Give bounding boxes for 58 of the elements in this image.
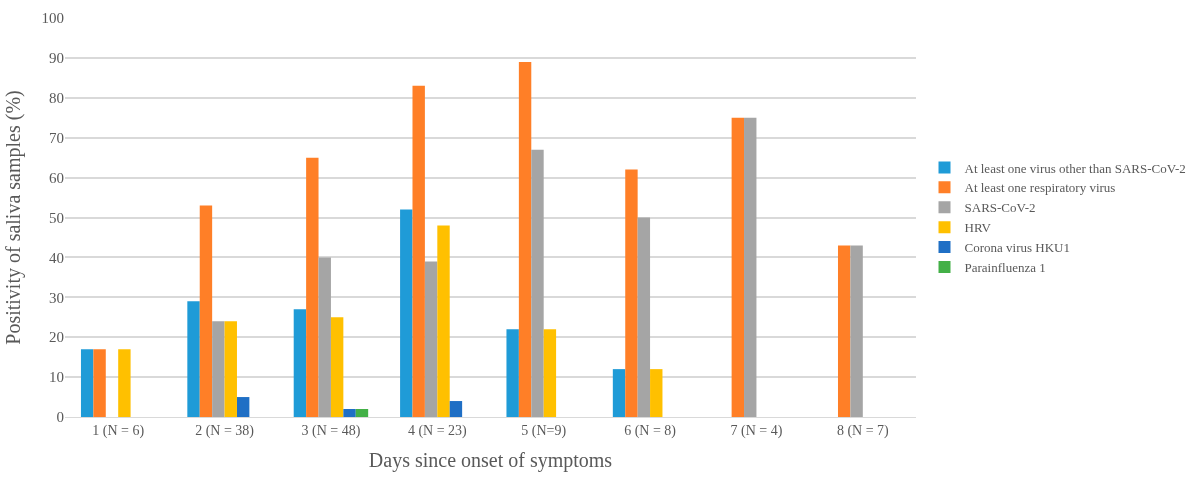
y-tick-label: 100	[41, 10, 64, 27]
x-tick-label: 7 (N = 4)	[730, 422, 783, 439]
bar	[318, 257, 331, 417]
bar	[543, 329, 557, 417]
legend-label: SARS-CoV-2	[964, 200, 1036, 216]
x-tick-label: 4 (N = 23)	[407, 422, 468, 439]
x-tick-label: 6 (N = 8)	[624, 422, 677, 439]
y-tick-label: 70	[49, 129, 64, 146]
bar	[650, 369, 663, 417]
y-tick-label: 40	[49, 249, 64, 266]
bar	[506, 329, 519, 417]
bar	[731, 117, 745, 417]
legend-label: Corona virus HKU1	[964, 240, 1070, 256]
x-tick-label: 8 (N = 7)	[836, 422, 890, 439]
legend-label: At least one respiratory virus	[964, 180, 1116, 196]
y-tick-label: 20	[49, 329, 64, 346]
y-tick-label: 60	[49, 169, 64, 186]
bar	[412, 85, 425, 417]
bar	[518, 61, 532, 417]
bar	[306, 157, 319, 417]
bar	[744, 117, 757, 417]
bar	[355, 409, 369, 417]
bar	[850, 245, 863, 417]
bar	[612, 369, 626, 417]
bar	[236, 397, 250, 417]
bar	[118, 349, 131, 417]
x-tick-label: 1 (N = 6)	[92, 422, 145, 439]
bar	[449, 401, 463, 417]
bar	[93, 349, 106, 417]
bar	[224, 321, 237, 417]
y-tick-label: 50	[49, 209, 64, 226]
bar	[424, 261, 438, 417]
bar	[400, 209, 413, 417]
bar	[212, 321, 225, 417]
bar	[199, 205, 213, 417]
y-axis-title: Positivity of saliva samples (%)	[2, 90, 25, 345]
x-tick-label: 2 (N = 38)	[195, 422, 255, 439]
bar	[837, 245, 851, 417]
x-tick-label: 3 (N = 48)	[301, 422, 361, 439]
bar	[637, 217, 651, 417]
x-tick-label: 5 (N=9)	[521, 422, 567, 439]
y-tick-label: 30	[49, 289, 64, 306]
y-tick-label: 90	[49, 50, 64, 67]
bar	[80, 349, 94, 417]
bar	[343, 409, 356, 417]
x-axis-title: Days since onset of symptoms	[368, 449, 613, 473]
bar	[437, 225, 450, 417]
bar	[531, 149, 544, 417]
y-tick-label: 80	[49, 90, 64, 107]
y-tick-label: 0	[56, 409, 64, 426]
legend-label: Parainfluenza 1	[964, 260, 1046, 276]
y-tick-label: 10	[49, 369, 64, 386]
bar	[330, 317, 344, 417]
legend-label: At least one virus other than SARS-CoV-2	[964, 160, 1186, 176]
bar	[625, 169, 638, 417]
bar	[293, 309, 307, 417]
legend-label: HRV	[964, 220, 992, 236]
bar	[187, 301, 200, 417]
